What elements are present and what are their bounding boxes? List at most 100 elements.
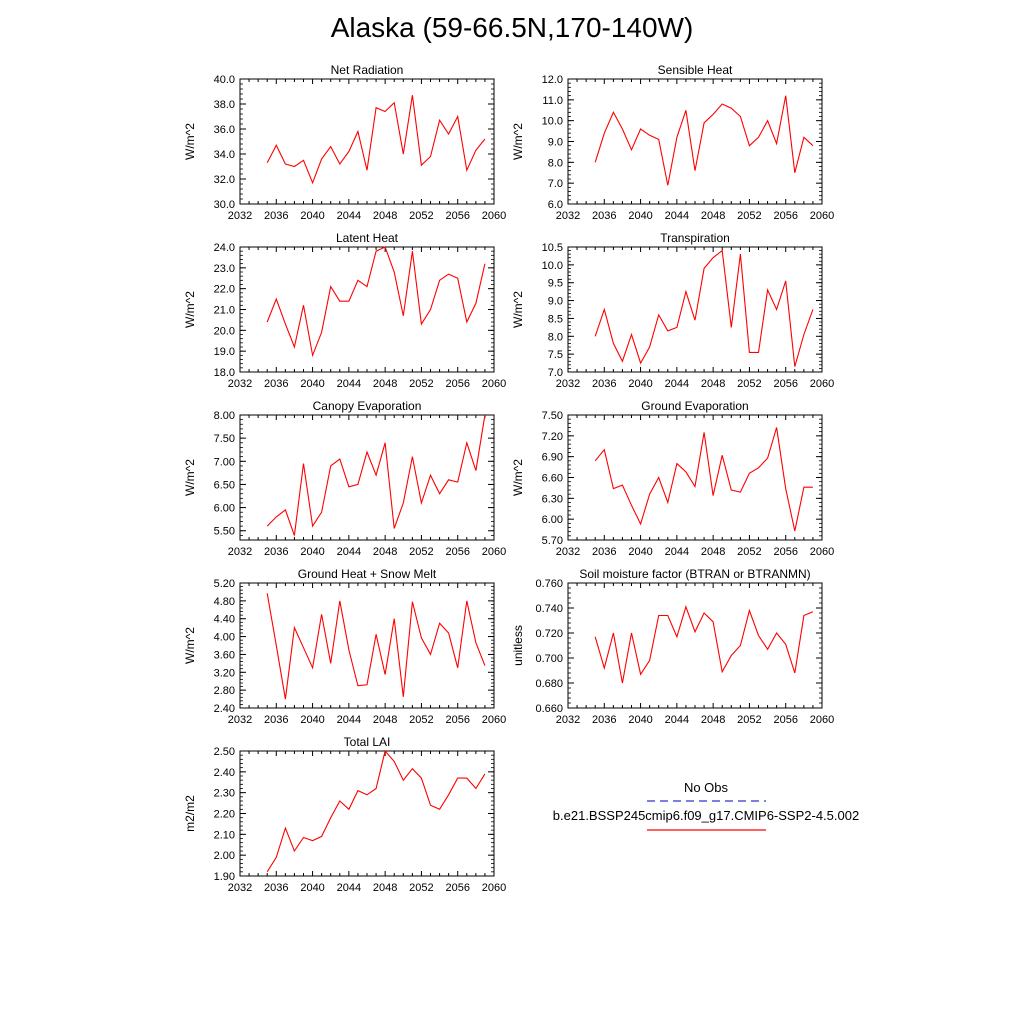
y-tick-label: 0.680 (535, 678, 563, 690)
panel-3: Latent Heat W/m^2 2032 2036 2040 2044 2048 2052… (183, 231, 506, 390)
panel-title: Latent Heat (336, 231, 399, 245)
x-tick-label: 2052 (737, 210, 761, 222)
series-line (594, 605, 814, 684)
x-tick-label: 2044 (337, 210, 361, 222)
y-axis-label: unitless (511, 625, 525, 666)
plot-frame (239, 78, 495, 205)
y-tick-label: 7.20 (542, 431, 563, 443)
x-tick-label: 2036 (264, 378, 288, 390)
x-tick-label: 2056 (773, 378, 797, 390)
y-tick-label: 2.50 (214, 746, 235, 758)
series-line (266, 414, 486, 536)
panel-2: Sensible Heat W/m^2 2032 2036 2040 2044 2048 20… (511, 63, 834, 222)
y-tick-label: 22.0 (214, 284, 235, 296)
y-tick-label: 8.00 (214, 410, 235, 422)
y-tick-label: 7.50 (542, 410, 563, 422)
panel-title: Ground Heat + Snow Melt (298, 567, 437, 581)
legend-label-obs: No Obs (684, 780, 729, 795)
y-tick-label: 9.0 (548, 137, 563, 149)
x-tick-label: 2048 (373, 210, 397, 222)
x-tick-label: 2048 (701, 210, 725, 222)
legend: No Obs b.e21.BSSP245cmip6.f09_g17.CMIP6-S… (553, 780, 859, 831)
y-tick-label: 2.80 (214, 685, 235, 697)
x-tick-label: 2044 (665, 714, 689, 726)
panel-title: Transpiration (660, 231, 730, 245)
x-tick-label: 2044 (337, 546, 361, 558)
panel-title: Total LAI (344, 735, 391, 749)
x-tick-label: 2060 (482, 546, 506, 558)
x-tick-label: 2060 (810, 546, 834, 558)
y-tick-label: 6.00 (542, 514, 563, 526)
y-tick-label: 19.0 (214, 346, 235, 358)
panel-title: Soil moisture factor (BTRAN or BTRANMN) (579, 567, 810, 581)
x-tick-label: 2032 (228, 378, 252, 390)
x-tick-label: 2048 (373, 882, 397, 894)
y-tick-label: 9.5 (548, 278, 563, 290)
y-tick-label: 38.0 (214, 99, 235, 111)
y-tick-label: 6.90 (542, 452, 563, 464)
panel-title: Canopy Evaporation (313, 399, 422, 413)
y-tick-label: 11.0 (542, 95, 563, 107)
panel-title: Net Radiation (331, 63, 404, 77)
y-tick-label: 2.00 (214, 850, 235, 862)
series-line (594, 249, 814, 367)
y-tick-label: 40.0 (214, 74, 235, 86)
page-title: Alaska (59-66.5N,170-140W) (330, 12, 694, 43)
y-axis-label: m2/m2 (183, 795, 197, 832)
x-tick-label: 2052 (737, 714, 761, 726)
x-tick-label: 2036 (592, 378, 616, 390)
panel-title: Sensible Heat (658, 63, 733, 77)
plot-frame (567, 582, 823, 709)
panel-8: Soil moisture factor (BTRAN or BTRANMN) u… (511, 567, 834, 726)
x-tick-label: 2048 (701, 378, 725, 390)
x-tick-label: 2060 (810, 714, 834, 726)
x-tick-label: 2056 (445, 546, 469, 558)
y-tick-label: 8.5 (548, 313, 563, 325)
x-tick-label: 2056 (773, 714, 797, 726)
x-tick-label: 2052 (409, 378, 433, 390)
x-tick-label: 2052 (737, 378, 761, 390)
y-tick-label: 5.70 (542, 535, 563, 547)
x-tick-label: 2060 (810, 378, 834, 390)
panel-6: Ground Evaporation W/m^2 2032 2036 2040 2044 2… (511, 399, 834, 558)
x-tick-label: 2060 (482, 714, 506, 726)
plot-frame (239, 246, 495, 373)
panel-9: Total LAI m2/m2 2032 2036 2040 2044 2048 2052 20… (183, 735, 506, 894)
x-tick-label: 2036 (264, 882, 288, 894)
y-tick-label: 10.0 (542, 260, 563, 272)
y-axis-label: W/m^2 (183, 627, 197, 664)
y-tick-label: 0.700 (535, 653, 563, 665)
x-tick-label: 2040 (628, 546, 652, 558)
x-tick-label: 2056 (445, 378, 469, 390)
series-line (266, 95, 486, 185)
x-tick-label: 2036 (592, 546, 616, 558)
y-tick-label: 2.40 (214, 767, 235, 779)
y-tick-label: 18.0 (214, 367, 235, 379)
x-tick-label: 2048 (373, 378, 397, 390)
y-tick-label: 23.0 (214, 263, 235, 275)
y-tick-label: 21.0 (214, 305, 235, 317)
panel-7: Ground Heat + Snow Melt W/m^2 2032 2036 2040… (183, 567, 506, 726)
y-axis-label: W/m^2 (511, 291, 525, 328)
x-tick-label: 2060 (482, 378, 506, 390)
y-tick-label: 12.0 (542, 74, 563, 86)
y-axis-label: W/m^2 (183, 291, 197, 328)
x-tick-label: 2060 (482, 210, 506, 222)
y-axis-label: W/m^2 (183, 123, 197, 160)
x-tick-label: 2056 (773, 210, 797, 222)
y-tick-label: 7.5 (548, 349, 563, 361)
x-tick-label: 2044 (665, 210, 689, 222)
y-tick-label: 6.30 (542, 493, 563, 505)
x-tick-label: 2052 (409, 546, 433, 558)
x-tick-label: 2052 (409, 882, 433, 894)
x-tick-label: 2032 (228, 714, 252, 726)
y-tick-label: 10.0 (542, 116, 563, 128)
x-tick-label: 2044 (337, 378, 361, 390)
x-tick-label: 2032 (228, 882, 252, 894)
x-tick-label: 2032 (556, 714, 580, 726)
x-tick-label: 2040 (628, 210, 652, 222)
y-tick-label: 0.720 (535, 628, 563, 640)
series-line (266, 246, 486, 358)
y-tick-label: 30.0 (214, 199, 235, 211)
y-tick-label: 24.0 (214, 242, 235, 254)
